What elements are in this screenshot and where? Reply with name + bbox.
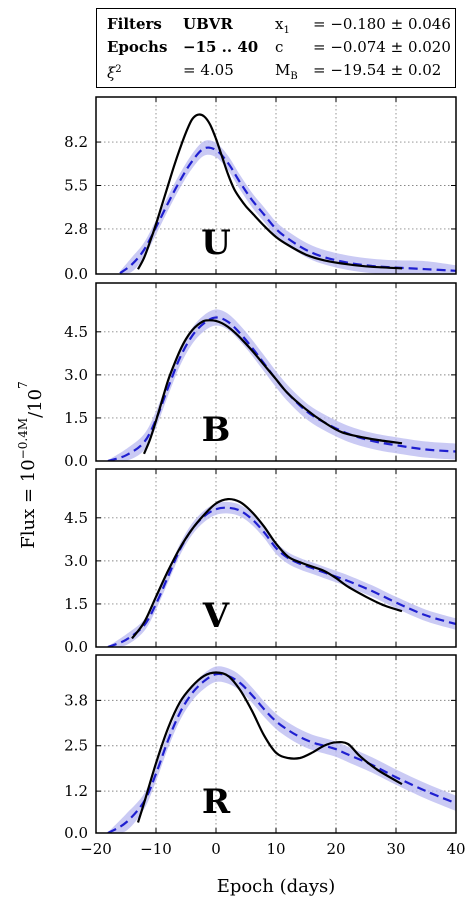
epochs-value: −15 .. 40 [183, 38, 259, 56]
y-tick-label: 5.5 [64, 177, 88, 195]
panel-u: 0.0 2.8 5.5 8.2 U [64, 96, 457, 283]
y-axis-title: Flux = 10−0.4M/107 [16, 381, 46, 548]
panel-filter-label: B [202, 410, 231, 450]
x-tick-label: 10 [266, 840, 285, 858]
fit-parameters-legend: Filters UBVR x1 = −0.180 ± 0.046 Epochs … [96, 8, 456, 88]
y-tick-label: 2.5 [64, 737, 88, 755]
observed-curve [142, 319, 403, 455]
x-tick-label: −10 [140, 840, 172, 858]
observed-curve [137, 113, 403, 270]
filters-value: UBVR [183, 15, 233, 33]
observed-curve [136, 671, 403, 823]
y-tick-label: 0.0 [64, 638, 88, 656]
x-tick-label: 0 [211, 840, 221, 858]
panel-b: 0.0 1.5 3.0 4.5 B [64, 282, 457, 470]
y-tick-label: 0.0 [64, 824, 88, 842]
mb-value: = −19.54 ± 0.02 [313, 61, 442, 79]
panel-plot-area [107, 497, 456, 647]
y-tick-label: 4.5 [64, 509, 88, 527]
x-tick-label: −20 [80, 840, 112, 858]
model-uncertainty-band [120, 140, 456, 274]
y-axis-title-part: −0.4M [16, 418, 30, 459]
y-tick-label: 4.5 [64, 323, 88, 341]
x1-value: = −0.180 ± 0.046 [313, 15, 451, 33]
y-axis-title-part: 7 [16, 381, 30, 389]
y-axis-title-part: /10 [25, 389, 46, 418]
y-tick-label: 1.5 [64, 409, 88, 427]
y-tick-label: 1.2 [64, 782, 88, 800]
panel-filter-label: U [201, 223, 231, 263]
y-tick-label: 3.0 [64, 552, 88, 570]
c-label: c [275, 38, 284, 56]
x-tick-label: 40 [446, 840, 465, 858]
x-axis-title: Epoch (days) [217, 876, 336, 897]
x-tick-label: 20 [326, 840, 345, 858]
panel-v: 0.0 1.5 3.0 4.5 V [64, 468, 457, 656]
y-tick-label: 8.2 [64, 133, 88, 151]
c-value: = −0.074 ± 0.020 [313, 38, 451, 56]
y-tick-label: 2.8 [64, 220, 88, 238]
filters-label: Filters [107, 15, 162, 33]
xi-value: = 4.05 [183, 61, 234, 79]
y-axis-title-part: Flux = 10 [18, 459, 39, 548]
panel-plot-area [119, 113, 456, 274]
panel-filter-label: V [202, 596, 230, 636]
y-tick-label: 1.5 [64, 595, 88, 613]
observed-curve [131, 497, 403, 640]
y-tick-label: 0.0 [64, 452, 88, 470]
y-tick-label: 3.8 [64, 691, 88, 709]
y-tick-label: 3.0 [64, 366, 88, 384]
panel-plot-area [107, 309, 456, 461]
epochs-label: Epochs [107, 38, 168, 56]
x1-label: x1 [275, 15, 290, 36]
x-tick-label: 30 [386, 840, 405, 858]
panel-r: 0.0 1.2 2.5 3.8 R [64, 654, 457, 842]
model-curve [107, 506, 456, 647]
mb-label: MB [275, 61, 298, 82]
model-uncertainty-band [108, 501, 456, 647]
panel-plot-area [107, 666, 456, 833]
panel-filter-label: R [202, 782, 231, 822]
xi-label: ξ2 [107, 64, 122, 82]
model-curve [119, 146, 456, 274]
y-tick-label: 0.0 [64, 265, 88, 283]
